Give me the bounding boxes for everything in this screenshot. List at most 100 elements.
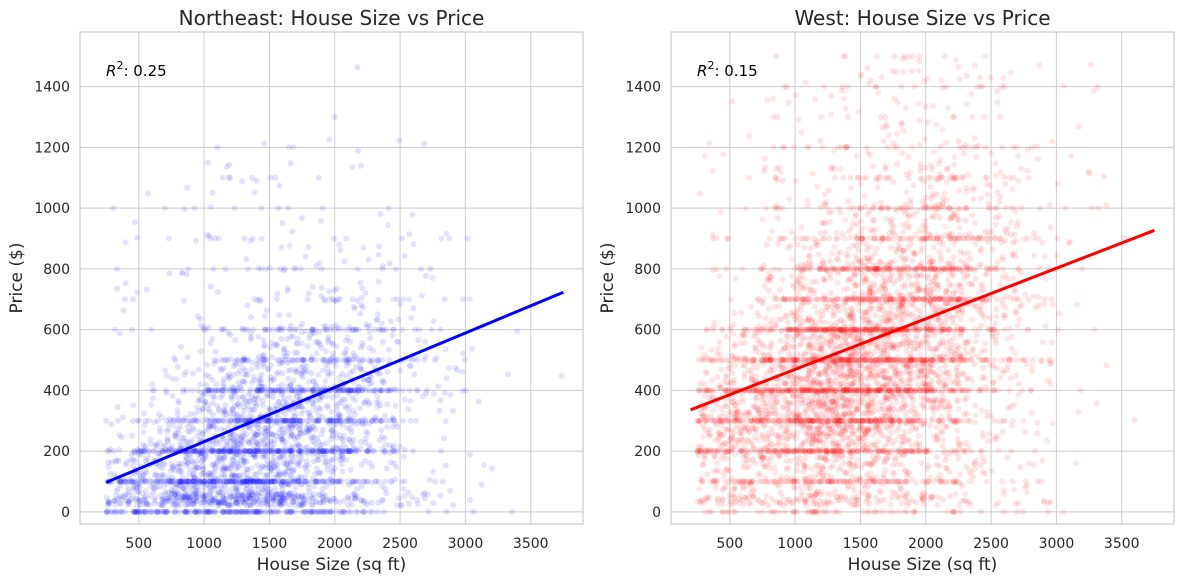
- northeast-scatter-point: [158, 501, 165, 508]
- northeast-scatter-point: [116, 500, 123, 507]
- west-scatter-point: [1019, 508, 1026, 515]
- northeast-scatter-point: [224, 373, 231, 380]
- northeast-scatter-point: [307, 331, 314, 338]
- northeast-scatter-point: [228, 356, 235, 363]
- northeast-scatter-point: [232, 508, 238, 515]
- northeast-scatter-point: [229, 405, 236, 412]
- west-scatter-point: [1077, 387, 1084, 394]
- northeast-scatter-point: [159, 496, 166, 503]
- northeast-scatter-point: [385, 346, 392, 353]
- northeast-scatter-point: [379, 483, 386, 490]
- northeast-scatter-point: [278, 478, 285, 485]
- northeast-scatter-point: [275, 414, 282, 421]
- northeast-scatter-point: [270, 387, 277, 394]
- northeast-scatter-point: [317, 406, 324, 413]
- northeast-scatter-point: [290, 478, 297, 485]
- northeast-scatter-point: [177, 478, 184, 485]
- northeast-scatter-point: [142, 478, 149, 485]
- northeast-scatter-point: [328, 427, 335, 434]
- northeast-scatter-point: [131, 508, 138, 515]
- northeast-scatter-point: [343, 235, 350, 242]
- northeast-scatter-point: [366, 328, 373, 335]
- northeast-scatter-point: [216, 448, 223, 455]
- northeast-scatter-point: [245, 508, 252, 515]
- northeast-scatter-point: [318, 448, 325, 455]
- northeast-scatter-point: [438, 235, 445, 242]
- northeast-scatter-point: [358, 387, 365, 394]
- northeast-scatter-point: [286, 417, 293, 424]
- northeast-scatter-point: [466, 497, 473, 503]
- northeast-scatter-point: [300, 374, 307, 381]
- northeast-scatter-point: [200, 326, 207, 333]
- northeast-scatter-point: [332, 326, 339, 333]
- northeast-scatter-point: [314, 417, 321, 424]
- northeast-scatter-point: [232, 337, 239, 343]
- northeast-scatter-point: [200, 430, 206, 437]
- northeast-scatter-point: [359, 304, 366, 311]
- northeast-scatter-point: [407, 417, 414, 424]
- northeast-scatter-point: [337, 478, 344, 485]
- northeast-scatter-point: [297, 502, 304, 508]
- northeast-scatter-point: [248, 330, 254, 337]
- northeast-scatter-point: [254, 440, 261, 447]
- northeast-scatter-point: [244, 302, 251, 309]
- northeast-scatter-point: [255, 333, 262, 340]
- northeast-scatter-point: [295, 442, 302, 449]
- northeast-scatter-point: [142, 496, 149, 503]
- northeast-scatter-point: [509, 508, 516, 515]
- west-scatter-point: [968, 90, 975, 97]
- northeast-scatter-point: [324, 359, 331, 366]
- northeast-scatter-point: [348, 429, 355, 436]
- northeast-scatter-point: [182, 458, 189, 464]
- west-scatter-point: [1022, 291, 1029, 298]
- northeast-scatter-point: [277, 448, 284, 455]
- northeast-scatter-point: [227, 417, 234, 424]
- northeast-scatter-point: [113, 508, 120, 515]
- west-scatter-point: [1049, 138, 1056, 145]
- northeast-scatter-point: [176, 478, 183, 485]
- west-scatter-point: [922, 103, 929, 110]
- northeast-scatter-point: [121, 296, 128, 303]
- northeast-scatter-point: [248, 489, 255, 496]
- northeast-scatter-point: [318, 284, 325, 291]
- northeast-scatter-point: [184, 184, 191, 191]
- northeast-scatter-point: [158, 508, 165, 515]
- northeast-scatter-point: [362, 420, 369, 426]
- northeast-scatter-point: [273, 343, 280, 349]
- northeast-scatter-point: [267, 174, 274, 181]
- northeast-scatter-point: [170, 422, 177, 429]
- northeast-scatter-point: [264, 417, 271, 424]
- northeast-scatter-point: [362, 289, 369, 296]
- northeast-scatter-point: [199, 444, 205, 451]
- northeast-scatter-point: [204, 416, 211, 423]
- northeast-scatter-point: [273, 296, 280, 303]
- northeast-scatter-point: [233, 451, 240, 458]
- northeast-scatter-point: [399, 235, 406, 242]
- northeast-scatter-point: [394, 296, 401, 303]
- west-scatter-point: [891, 53, 898, 60]
- northeast-scatter-point: [231, 437, 238, 444]
- northeast-scatter-point: [227, 174, 233, 181]
- northeast-scatter-point: [257, 478, 264, 485]
- northeast-scatter-point: [278, 336, 285, 343]
- northeast-scatter-point: [375, 296, 382, 303]
- northeast-scatter-point: [226, 434, 233, 441]
- northeast-scatter-point: [276, 326, 283, 333]
- northeast-scatter-point: [460, 296, 467, 303]
- northeast-scatter-point: [384, 368, 391, 375]
- northeast-scatter-point: [293, 497, 300, 504]
- northeast-scatter-point: [104, 508, 111, 515]
- northeast-scatter-point: [353, 355, 360, 362]
- northeast-scatter-point: [279, 220, 286, 227]
- northeast-scatter-point: [207, 491, 214, 498]
- northeast-scatter-point: [284, 335, 291, 342]
- northeast-scatter-point: [207, 283, 214, 290]
- northeast-scatter-point: [354, 387, 361, 394]
- northeast-scatter-point: [248, 379, 255, 386]
- northeast-scatter-point: [362, 439, 369, 446]
- northeast-scatter-point: [186, 478, 193, 485]
- northeast-scatter-point: [114, 485, 121, 492]
- northeast-scatter-point: [261, 326, 268, 333]
- northeast-scatter-point: [405, 406, 412, 413]
- northeast-scatter-point: [433, 355, 440, 362]
